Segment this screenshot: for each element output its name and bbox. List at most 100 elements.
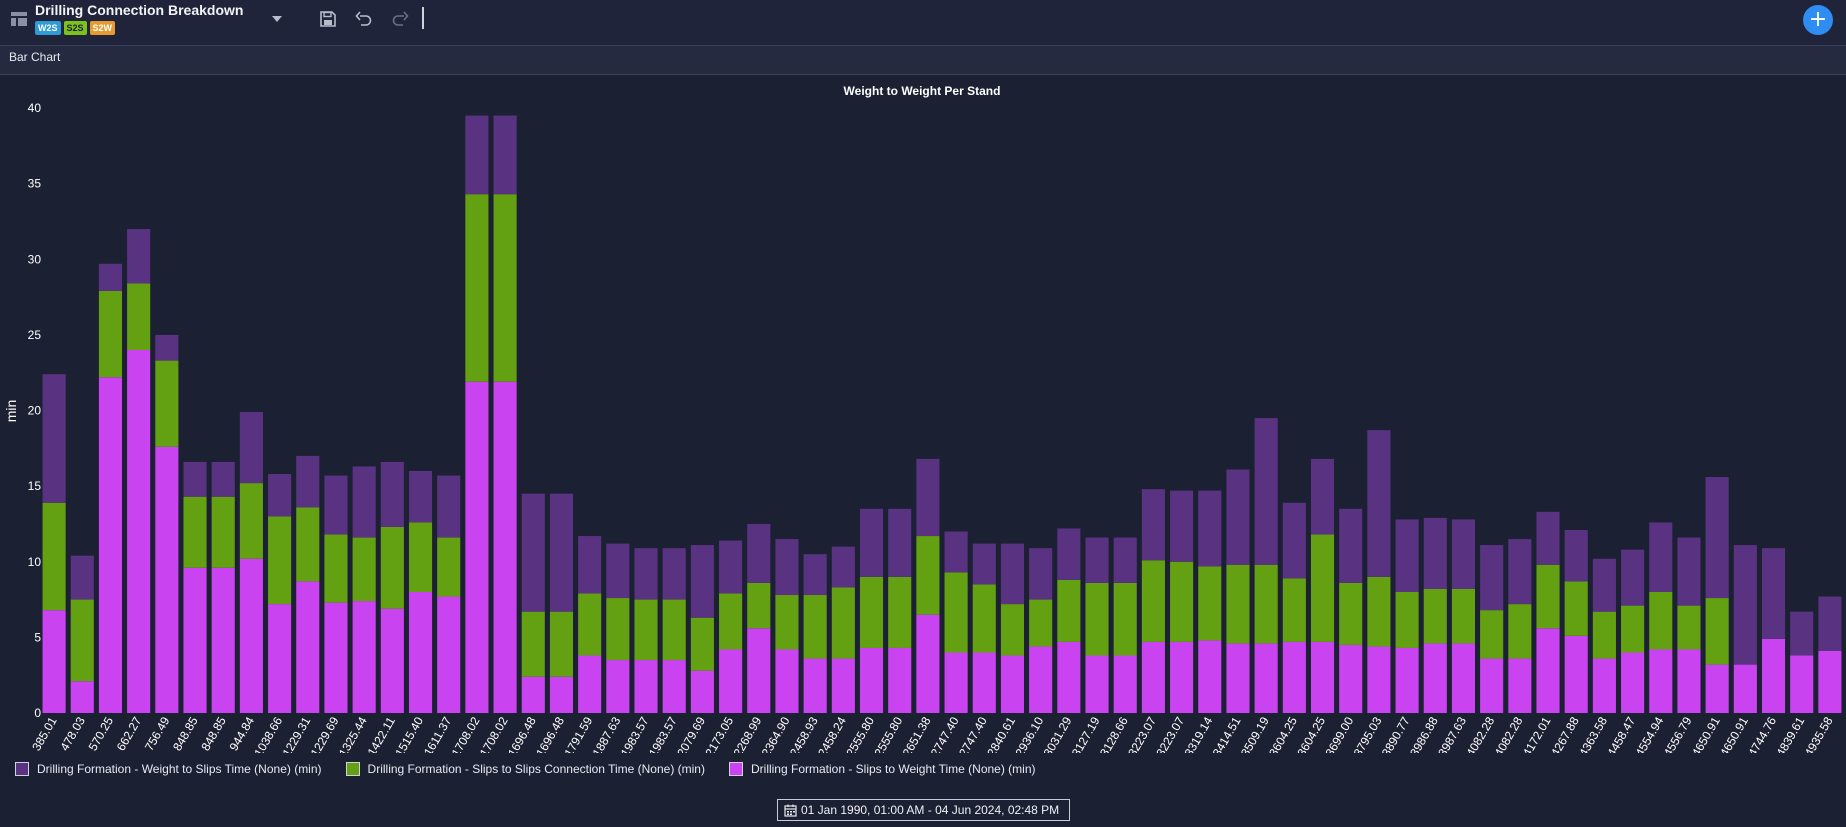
- bar-segment[interactable]: [1621, 605, 1645, 653]
- bar-segment[interactable]: [155, 446, 179, 713]
- bar-segment[interactable]: [1564, 581, 1588, 636]
- bar-segment[interactable]: [690, 617, 714, 671]
- bar-segment[interactable]: [831, 587, 855, 659]
- bar-segment[interactable]: [1282, 502, 1306, 579]
- bar-segment[interactable]: [719, 649, 743, 713]
- bar-segment[interactable]: [155, 360, 179, 447]
- bar-segment[interactable]: [183, 496, 207, 568]
- bar-segment[interactable]: [296, 581, 320, 713]
- bar-segment[interactable]: [1451, 643, 1476, 713]
- bar-segment[interactable]: [70, 681, 94, 713]
- bar-segment[interactable]: [1705, 598, 1729, 665]
- bar-segment[interactable]: [1000, 604, 1025, 656]
- bar-segment[interactable]: [803, 554, 827, 596]
- bar-segment[interactable]: [1649, 649, 1673, 713]
- bar-segment[interactable]: [662, 599, 686, 661]
- bar-segment[interactable]: [1029, 548, 1053, 600]
- save-icon[interactable]: [318, 9, 338, 29]
- bar-segment[interactable]: [211, 496, 235, 568]
- bar-segment[interactable]: [493, 115, 517, 195]
- bar-segment[interactable]: [1113, 537, 1137, 583]
- bar-segment[interactable]: [521, 493, 545, 612]
- bar-segment[interactable]: [1677, 537, 1701, 606]
- bar-segment[interactable]: [408, 471, 433, 523]
- legend-item-slips-to-slips[interactable]: Drilling Formation - Slips to Slips Conn…: [345, 762, 705, 776]
- bar-segment[interactable]: [1592, 611, 1616, 659]
- bar-segment[interactable]: [606, 543, 630, 599]
- bar-segment[interactable]: [578, 655, 602, 713]
- bar-segment[interactable]: [972, 543, 996, 585]
- bar-segment[interactable]: [1226, 564, 1250, 644]
- bar-segment[interactable]: [662, 660, 686, 713]
- bar-segment[interactable]: [1395, 592, 1419, 648]
- bar-segment[interactable]: [239, 558, 263, 713]
- bar-segment[interactable]: [1282, 578, 1306, 642]
- bar-segment[interactable]: [42, 374, 66, 503]
- bar-segment[interactable]: [1198, 490, 1222, 567]
- bar-segment[interactable]: [408, 592, 433, 713]
- bar-segment[interactable]: [380, 608, 404, 713]
- bar-segment[interactable]: [578, 593, 602, 656]
- bar-segment[interactable]: [352, 601, 376, 713]
- bar-segment[interactable]: [521, 611, 545, 677]
- bar-segment[interactable]: [859, 647, 884, 713]
- bar-segment[interactable]: [268, 604, 292, 713]
- bar-segment[interactable]: [916, 458, 940, 537]
- bar-segment[interactable]: [549, 611, 574, 677]
- bar-segment[interactable]: [1113, 655, 1137, 713]
- bar-segment[interactable]: [1141, 560, 1165, 642]
- bar-segment[interactable]: [916, 614, 940, 713]
- bar-segment[interactable]: [1761, 638, 1786, 713]
- bar-segment[interactable]: [521, 676, 545, 713]
- bar-segment[interactable]: [1029, 599, 1053, 647]
- bar-segment[interactable]: [465, 194, 489, 382]
- bar-segment[interactable]: [127, 229, 151, 284]
- bar-segment[interactable]: [1480, 545, 1504, 611]
- bar-segment[interactable]: [578, 536, 602, 594]
- bar-segment[interactable]: [549, 493, 574, 612]
- bar-segment[interactable]: [831, 658, 855, 713]
- bar-segment[interactable]: [1508, 539, 1532, 605]
- bar-segment[interactable]: [634, 660, 658, 713]
- bar-segment[interactable]: [859, 508, 884, 577]
- bar-segment[interactable]: [239, 483, 263, 559]
- bar-segment[interactable]: [1057, 579, 1081, 642]
- bar-segment[interactable]: [775, 649, 799, 713]
- bar-segment[interactable]: [1057, 641, 1081, 713]
- redo-icon[interactable]: [390, 9, 410, 29]
- undo-icon[interactable]: [354, 9, 374, 29]
- bar-segment[interactable]: [1254, 418, 1278, 565]
- bar-segment[interactable]: [296, 507, 320, 582]
- bar-segment[interactable]: [972, 652, 996, 714]
- bar-segment[interactable]: [408, 522, 433, 592]
- bar-segment[interactable]: [1818, 650, 1842, 713]
- bar-segment[interactable]: [606, 660, 630, 713]
- bar-segment[interactable]: [1480, 610, 1504, 659]
- bar-segment[interactable]: [1536, 511, 1560, 565]
- bar-segment[interactable]: [1310, 458, 1335, 535]
- bar-segment[interactable]: [606, 598, 630, 661]
- bar-segment[interactable]: [437, 596, 461, 713]
- bar-segment[interactable]: [1310, 534, 1335, 642]
- bar-segment[interactable]: [1085, 582, 1109, 656]
- bar-segment[interactable]: [634, 548, 658, 600]
- bar-segment[interactable]: [324, 534, 348, 603]
- bar-segment[interactable]: [1423, 517, 1447, 589]
- bar-segment[interactable]: [380, 526, 404, 609]
- bar-segment[interactable]: [352, 466, 376, 538]
- bar-segment[interactable]: [437, 475, 461, 538]
- bar-segment[interactable]: [1564, 635, 1588, 713]
- bar-segment[interactable]: [1592, 658, 1616, 713]
- bar-segment[interactable]: [1029, 646, 1053, 713]
- bar-segment[interactable]: [1367, 576, 1391, 647]
- bar-segment[interactable]: [747, 523, 771, 583]
- bar-segment[interactable]: [1310, 641, 1335, 713]
- bar-segment[interactable]: [493, 194, 517, 382]
- bar-segment[interactable]: [1621, 652, 1645, 714]
- bar-segment[interactable]: [1198, 566, 1222, 641]
- bar-segment[interactable]: [1677, 649, 1701, 713]
- bar-segment[interactable]: [662, 548, 686, 600]
- bar-segment[interactable]: [1649, 592, 1673, 650]
- bar-segment[interactable]: [1226, 643, 1250, 713]
- bar-segment[interactable]: [1508, 658, 1532, 713]
